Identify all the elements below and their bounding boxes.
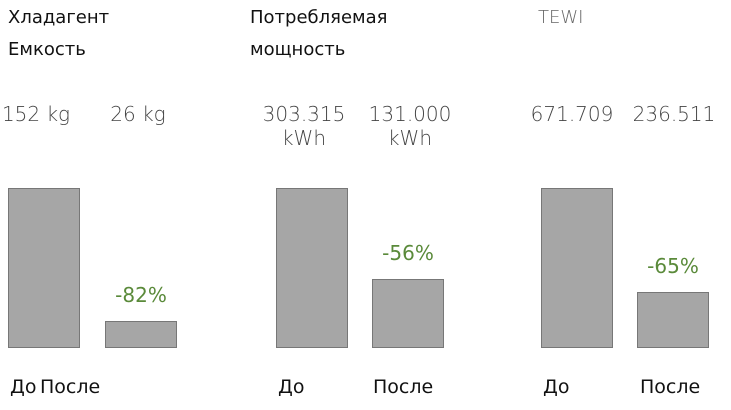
x-tick-label: До bbox=[543, 376, 570, 398]
bar bbox=[372, 278, 444, 348]
value-label: 303.315 kWh bbox=[262, 102, 346, 150]
chart-title: мощность bbox=[250, 39, 346, 60]
bar bbox=[105, 320, 177, 348]
value-label: 236.511 bbox=[632, 102, 716, 126]
x-tick-label: После bbox=[40, 376, 101, 398]
bar bbox=[637, 291, 709, 348]
chart-title: Емкость bbox=[8, 39, 86, 60]
value-label: 131.000 kWh bbox=[368, 102, 452, 150]
value-label: 26 kg bbox=[110, 102, 166, 126]
change-label: -56% bbox=[382, 240, 434, 265]
x-tick-label: До bbox=[10, 376, 37, 398]
bar bbox=[541, 188, 613, 348]
bar bbox=[8, 188, 80, 348]
chart-title: TEWI bbox=[538, 7, 584, 28]
x-tick-label: После bbox=[640, 376, 701, 398]
change-label: -82% bbox=[115, 282, 167, 307]
chart-title: Потребляемая bbox=[250, 7, 388, 28]
value-label: 152 kg bbox=[1, 102, 71, 126]
bar bbox=[276, 188, 348, 348]
value-label: 671.709 bbox=[530, 102, 614, 126]
change-label: -65% bbox=[647, 253, 699, 278]
x-tick-label: До bbox=[278, 376, 305, 398]
chart-title: Хладагент bbox=[8, 7, 110, 28]
x-tick-label: После bbox=[373, 376, 434, 398]
